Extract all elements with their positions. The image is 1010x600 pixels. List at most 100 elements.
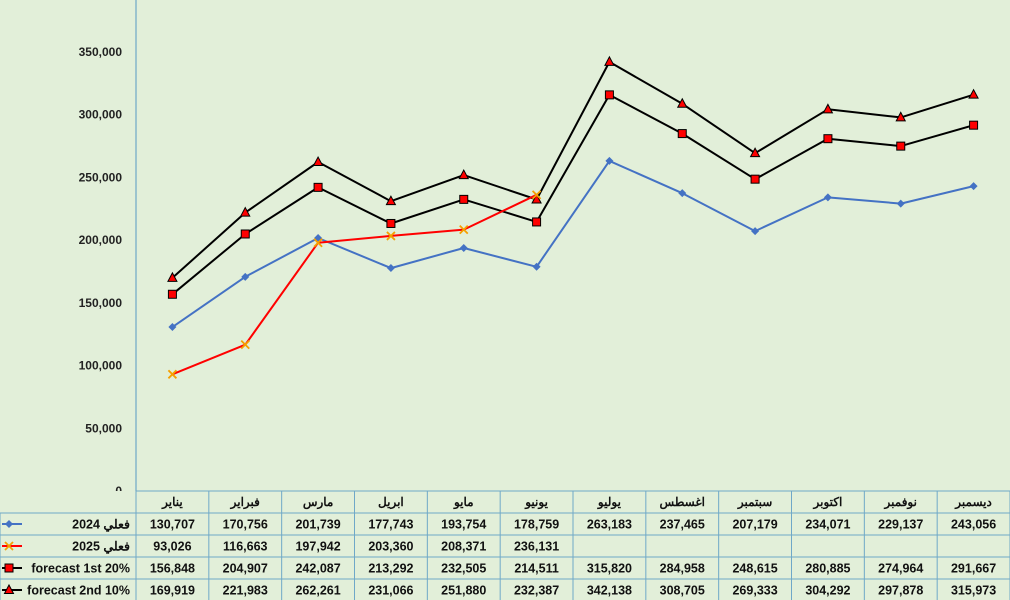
- data-point: [167, 289, 177, 299]
- table-cell-value: 177,743: [368, 518, 413, 532]
- x-category-label: اغسطس: [660, 495, 705, 510]
- table-cell-value: 263,183: [587, 518, 632, 532]
- table-cell-value: 178,759: [514, 518, 559, 532]
- series-3: [167, 90, 979, 299]
- table-cell-value: 130,707: [150, 518, 195, 532]
- data-point: [5, 520, 13, 528]
- data-point: [677, 129, 687, 139]
- data-point: [168, 323, 177, 332]
- data-point: [531, 190, 542, 200]
- data-point: [896, 141, 906, 151]
- data-point: [312, 155, 324, 167]
- data-point: [385, 195, 397, 206]
- series-line: [171, 60, 974, 279]
- data-point: [604, 90, 614, 100]
- table-cell-value: 169,919: [150, 584, 195, 598]
- data-point: [751, 227, 760, 236]
- table-cell-value: 221,983: [223, 584, 268, 598]
- table-cell-value: 214,511: [514, 562, 559, 576]
- table-cell-value: 243,056: [951, 518, 996, 532]
- legend-label: forecast 1st 20%: [31, 562, 130, 576]
- table-cell-value: 156,848: [150, 562, 195, 576]
- data-table: يناير فبراير مارس ابريل مايو يونيو يوليو اغسطس س…: [0, 490, 1010, 600]
- table-row: فعلي 2024 130,707 170,756 201,739 177,743 193…: [2, 518, 996, 533]
- table-cell-value: 280,885: [805, 562, 850, 576]
- table-cell-value: 262,261: [295, 584, 340, 598]
- data-point: [968, 88, 979, 99]
- table-cell-value: 315,973: [951, 584, 996, 598]
- x-category-label: فبراير: [230, 495, 261, 510]
- data-point: [532, 217, 542, 227]
- y-tick-label: 200,000: [79, 233, 123, 247]
- table-cell-value: 248,615: [732, 562, 777, 576]
- data-point: [458, 169, 470, 180]
- series-2: [167, 190, 542, 379]
- table-cell-value: 201,739: [295, 518, 340, 532]
- data-point: [895, 111, 907, 122]
- series-line: [171, 93, 974, 296]
- table-cell-value: 232,505: [441, 562, 486, 576]
- table-cell-value: 193,754: [441, 518, 486, 532]
- table-cell-value: 231,066: [368, 584, 413, 598]
- data-point: [386, 231, 396, 241]
- data-point: [823, 193, 832, 202]
- table-cell-value: 229,137: [878, 518, 923, 532]
- table-cell-value: 308,705: [660, 584, 705, 598]
- table-row: forecast 2nd 10% 169,919 221,983 262,261 231…: [2, 584, 996, 598]
- x-category-label: مايو: [453, 495, 474, 510]
- data-point: [969, 120, 979, 130]
- table-cell-value: 251,880: [441, 584, 486, 598]
- y-tick-label: 300,000: [79, 108, 123, 122]
- table-cell-value: 232,387: [514, 584, 559, 598]
- series-line: [171, 159, 974, 328]
- table-cell-value: 116,663: [223, 540, 268, 554]
- table-cell-value: 213,292: [368, 562, 413, 576]
- data-point: [896, 199, 905, 208]
- data-point: [676, 97, 688, 108]
- data-point: [240, 229, 250, 239]
- series-4: [167, 55, 979, 282]
- y-tick-label: 150,000: [79, 296, 123, 310]
- data-point: [4, 541, 14, 551]
- data-point: [459, 194, 469, 204]
- data-point: [459, 243, 468, 252]
- data-point: [678, 189, 687, 198]
- table-cell-value: 207,179: [732, 518, 777, 532]
- x-category-label: نوفمبر: [884, 495, 917, 510]
- x-category-label: يناير: [161, 495, 183, 510]
- x-category-label: ديسمبر: [954, 495, 992, 510]
- data-point: [240, 340, 250, 350]
- data-point: [241, 272, 250, 281]
- table-cell-value: 204,907: [223, 562, 268, 576]
- table-row: forecast 1st 20% 156,848 204,907 242,087 213…: [2, 562, 996, 576]
- legend-label: فعلي 2024: [72, 518, 130, 533]
- legend-label: forecast 2nd 10%: [27, 584, 130, 598]
- data-point: [750, 174, 760, 184]
- table-row: فعلي 2025 93,026 116,663 197,942 203,360 208,…: [2, 540, 559, 555]
- legend-label: فعلي 2025: [72, 540, 130, 555]
- data-point: [749, 147, 761, 158]
- x-category-label: يوليو: [597, 495, 622, 510]
- series-line: [172, 193, 538, 376]
- table-cell-value: 203,360: [368, 540, 413, 554]
- y-tick-label: 100,000: [79, 359, 123, 373]
- x-category-label: اكتوبر: [813, 495, 843, 510]
- table-cell-value: 236,131: [514, 540, 559, 554]
- y-tick-label: 50,000: [85, 421, 122, 435]
- table-cell-value: 93,026: [153, 540, 191, 554]
- table-cell-value: 342,138: [587, 584, 632, 598]
- x-category-label: مارس: [303, 495, 334, 510]
- table-cell-value: 269,333: [732, 584, 777, 598]
- data-point: [531, 193, 542, 204]
- table-cell-value: 297,878: [878, 584, 923, 598]
- y-tick-label: 250,000: [79, 170, 123, 184]
- data-point: [167, 271, 178, 282]
- x-category-label: يونيو: [524, 495, 548, 510]
- data-point: [532, 262, 541, 271]
- data-point: [313, 182, 323, 192]
- table-cell-value: 197,942: [295, 540, 340, 554]
- data-point: [3, 583, 15, 594]
- data-point: [239, 206, 251, 217]
- series-1: [168, 156, 978, 332]
